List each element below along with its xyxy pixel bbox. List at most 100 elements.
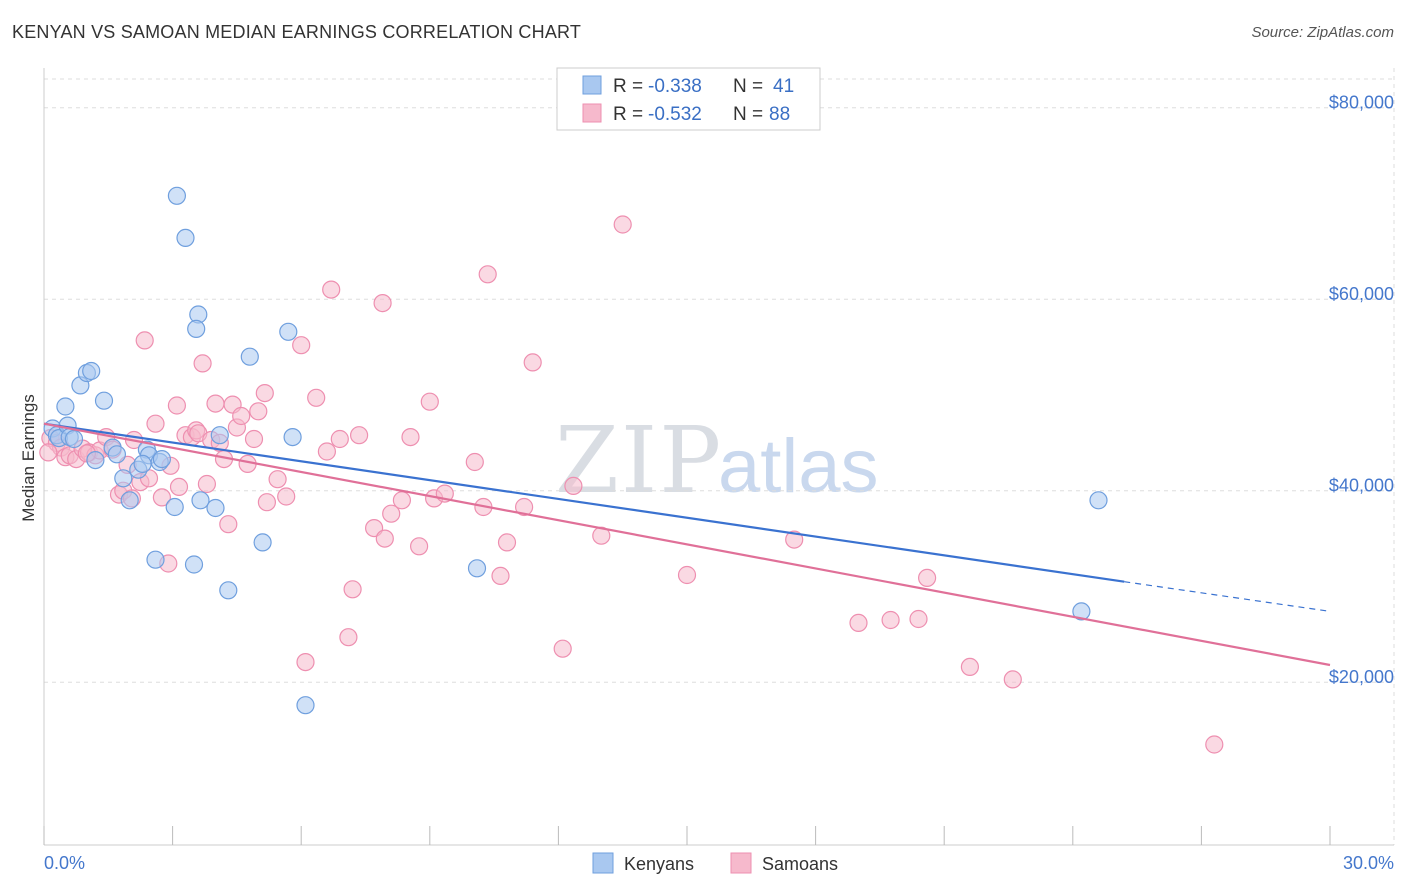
samoans-point xyxy=(292,336,311,355)
x-ticks xyxy=(43,826,1331,845)
y-tick-label-60000: $60,000 xyxy=(1329,284,1394,304)
kenyans-point xyxy=(219,581,238,600)
samoans-point xyxy=(152,488,171,507)
samoans-point xyxy=(206,394,225,413)
trend-lines xyxy=(43,422,1331,667)
samoans-point xyxy=(881,610,900,630)
legend-r-value-kenyans: -0.338 xyxy=(648,76,702,97)
samoans-point xyxy=(465,452,484,472)
samoans-point xyxy=(193,354,212,373)
series-swatch-kenyans xyxy=(592,852,614,874)
kenyans-point xyxy=(114,469,133,488)
samoans-point xyxy=(146,414,165,433)
samoans-point xyxy=(960,657,980,677)
kenyans-trend-line xyxy=(43,422,1125,583)
kenyans-point xyxy=(253,533,272,552)
samoans-point xyxy=(553,639,572,658)
samoans-point xyxy=(1003,670,1022,689)
samoans-point xyxy=(296,652,315,672)
samoans-point xyxy=(785,530,804,549)
chart-title: KENYAN VS SAMOAN MEDIAN EARNINGS CORRELA… xyxy=(12,22,582,42)
samoans-point xyxy=(244,429,264,449)
samoans-point xyxy=(401,428,420,447)
kenyans-point xyxy=(120,491,139,510)
kenyans-point xyxy=(184,555,204,574)
samoans-point xyxy=(382,504,401,523)
kenyans-points xyxy=(43,186,1108,715)
samoans-point xyxy=(249,402,268,421)
samoans-point xyxy=(255,384,274,403)
samoans-point xyxy=(491,566,510,586)
samoans-point xyxy=(677,565,697,585)
kenyans-point xyxy=(165,497,184,517)
y-tick-label-40000: $40,000 xyxy=(1329,476,1394,496)
samoans-point xyxy=(343,580,362,599)
source-label: Source: ZipAtlas.com xyxy=(1251,24,1394,41)
kenyans-point xyxy=(283,428,302,447)
kenyans-point xyxy=(279,322,298,341)
samoans-trend-line xyxy=(43,422,1331,667)
legend-n-label-kenyans: N = xyxy=(733,76,763,97)
kenyans-point xyxy=(146,550,165,569)
kenyans-point xyxy=(82,361,101,381)
series-label-kenyans: Kenyans xyxy=(624,854,694,874)
samoans-point xyxy=(232,406,251,426)
samoans-point xyxy=(197,474,216,494)
samoans-point xyxy=(478,265,497,284)
kenyans-point xyxy=(191,491,210,510)
samoans-point xyxy=(514,497,534,517)
kenyans-point xyxy=(64,429,84,449)
samoans-point xyxy=(268,470,287,489)
samoans-point xyxy=(257,493,276,512)
samoans-point xyxy=(497,533,517,552)
samoans-point xyxy=(410,537,429,556)
series-legend: Kenyans Samoans xyxy=(592,852,838,874)
legend-swatch-kenyans xyxy=(582,75,602,95)
samoans-point xyxy=(909,609,928,629)
samoans-point xyxy=(613,215,632,234)
legend-swatch-samoans xyxy=(582,103,602,123)
samoans-point xyxy=(330,429,349,449)
kenyans-point xyxy=(240,347,259,366)
kenyans-point xyxy=(206,498,225,518)
kenyans-point xyxy=(152,450,171,469)
samoans-point xyxy=(307,388,326,407)
x-tick-label-max: 30.0% xyxy=(1343,853,1394,873)
kenyans-point xyxy=(467,559,487,578)
samoans-point xyxy=(339,628,358,647)
legend-n-label-samoans: N = xyxy=(733,104,763,125)
samoans-point xyxy=(564,476,583,495)
samoans-point xyxy=(169,477,189,496)
x-tick-label-min: 0.0% xyxy=(44,853,85,873)
y-axis-title: Median Earnings xyxy=(19,394,38,522)
samoans-points xyxy=(39,215,1224,754)
legend-r-label-samoans: R = xyxy=(613,104,643,125)
legend-r-value-samoans: -0.532 xyxy=(648,104,702,125)
samoans-point xyxy=(373,294,392,313)
series-label-samoans: Samoans xyxy=(762,854,838,874)
kenyans-point xyxy=(187,319,206,338)
kenyans-point xyxy=(1089,491,1108,510)
samoans-point xyxy=(219,515,238,534)
samoans-point xyxy=(350,426,369,445)
samoans-point xyxy=(317,442,336,461)
samoans-point xyxy=(277,487,296,506)
samoans-point xyxy=(523,353,542,372)
kenyans-point xyxy=(107,445,127,464)
series-swatch-samoans xyxy=(730,852,752,874)
kenyans-point xyxy=(56,397,75,416)
y-tick-label-20000: $20,000 xyxy=(1329,667,1394,687)
kenyans-point xyxy=(176,228,195,247)
kenyans-point xyxy=(86,451,105,470)
kenyans-trend-extension xyxy=(1124,581,1331,612)
kenyans-point xyxy=(296,696,315,715)
y-tick-label-80000: $80,000 xyxy=(1329,93,1394,113)
samoans-point xyxy=(420,392,439,411)
samoans-point xyxy=(375,529,394,548)
y-tick-labels: $20,000 $40,000 $60,000 $80,000 xyxy=(1329,93,1394,687)
kenyans-point xyxy=(133,454,152,473)
samoans-point xyxy=(39,443,58,462)
samoans-point xyxy=(917,568,937,588)
legend-n-value-samoans: 88 xyxy=(769,104,790,125)
kenyans-point xyxy=(1072,602,1091,621)
